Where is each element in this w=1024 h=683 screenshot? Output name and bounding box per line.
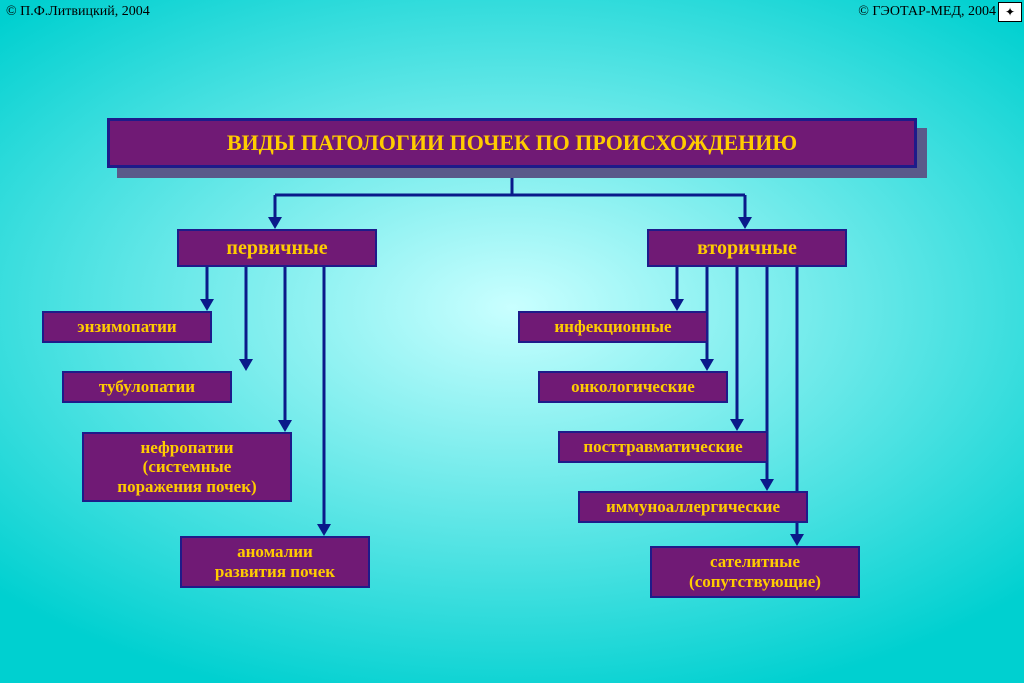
node-s2: онкологические (538, 371, 728, 403)
diagram-stage: © П.Ф.Литвицкий, 2004 © ГЭОТАР-МЕД, 2004… (0, 0, 1024, 683)
node-s5: сателитные (сопутствующие) (650, 546, 860, 598)
node-secondary: вторичные (647, 229, 847, 267)
copyright-right: © ГЭОТАР-МЕД, 2004 (858, 4, 996, 20)
node-primary: первичные (177, 229, 377, 267)
node-s4: иммуноаллергические (578, 491, 808, 523)
node-s3: посттравматические (558, 431, 768, 463)
publisher-icon: ✦ (998, 2, 1022, 22)
copyright-left: © П.Ф.Литвицкий, 2004 (6, 4, 150, 20)
node-s1: инфекционные (518, 311, 708, 343)
node-title: ВИДЫ ПАТОЛОГИИ ПОЧЕК ПО ПРОИСХОЖДЕНИЮ (107, 118, 917, 168)
node-p3: нефропатии (системные поражения почек) (82, 432, 292, 502)
node-p2: тубулопатии (62, 371, 232, 403)
node-p1: энзимопатии (42, 311, 212, 343)
node-p4: аномалии развития почек (180, 536, 370, 588)
